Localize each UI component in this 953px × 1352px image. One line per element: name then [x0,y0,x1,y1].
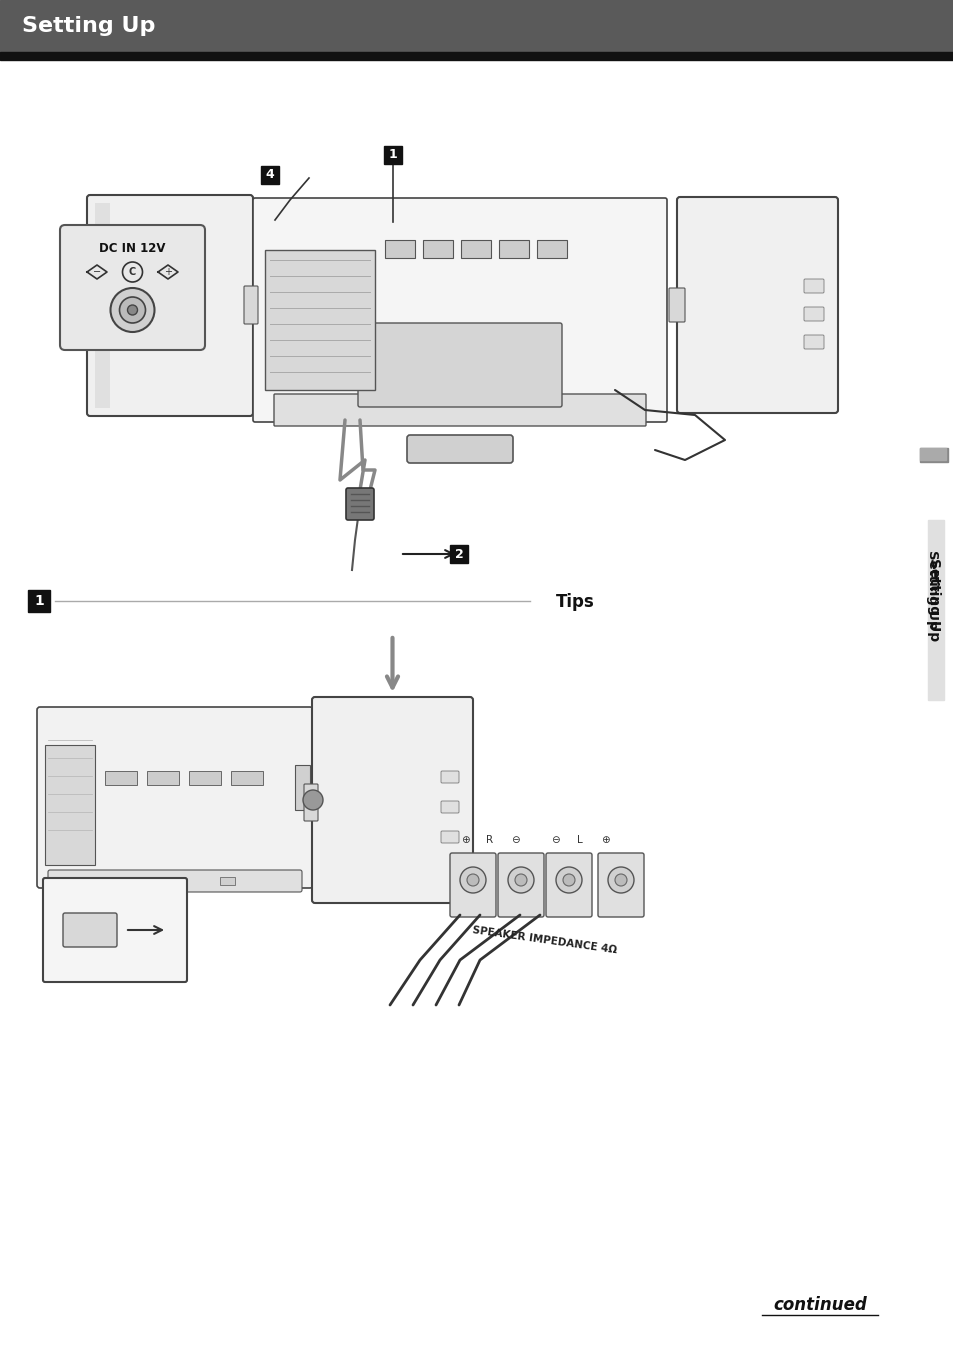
FancyBboxPatch shape [304,784,317,821]
Text: ⊖: ⊖ [550,836,558,845]
Bar [95,203,110,408]
Text: 1: 1 [34,594,44,608]
Bar [28,589,50,612]
Bar [0,0,953,51]
Bar [220,877,234,886]
FancyBboxPatch shape [60,224,205,350]
Bar [0,51,953,59]
Bar [105,771,137,786]
FancyBboxPatch shape [668,288,684,322]
FancyBboxPatch shape [63,913,117,946]
Bar [919,448,945,460]
Text: Setting Up: Setting Up [926,558,940,642]
Text: continued: continued [772,1297,866,1314]
Bar [265,250,375,389]
Text: SPEAKER IMPEDANCE 4Ω: SPEAKER IMPEDANCE 4Ω [472,925,618,955]
Bar [927,521,943,700]
Text: +: + [164,266,172,277]
FancyBboxPatch shape [407,435,513,462]
FancyBboxPatch shape [450,853,496,917]
Circle shape [459,867,485,894]
Text: 4: 4 [265,169,274,181]
Bar [261,166,278,184]
FancyBboxPatch shape [497,853,543,917]
Circle shape [562,873,575,886]
FancyBboxPatch shape [274,393,645,426]
FancyBboxPatch shape [244,287,257,324]
FancyBboxPatch shape [43,877,187,982]
Bar [147,771,179,786]
FancyBboxPatch shape [312,698,473,903]
Bar [450,545,468,562]
Circle shape [515,873,526,886]
Text: 1: 1 [388,149,397,161]
Text: C: C [129,266,136,277]
FancyBboxPatch shape [803,307,823,320]
Text: R: R [486,836,493,845]
Text: ⊖: ⊖ [510,836,518,845]
Text: Tips: Tips [555,594,594,611]
FancyBboxPatch shape [440,771,458,783]
FancyBboxPatch shape [48,869,302,892]
Text: DC IN 12V: DC IN 12V [99,242,166,254]
Bar [422,241,453,258]
Text: −: − [92,266,101,277]
FancyBboxPatch shape [598,853,643,917]
FancyBboxPatch shape [357,323,561,407]
Circle shape [128,306,137,315]
Text: Setting Up: Setting Up [22,16,155,37]
Bar [294,765,310,810]
Bar [498,241,529,258]
FancyBboxPatch shape [37,707,313,888]
Circle shape [303,790,323,810]
Bar [231,771,263,786]
Circle shape [111,288,154,333]
Circle shape [607,867,634,894]
FancyBboxPatch shape [253,197,666,422]
Bar [537,241,566,258]
FancyBboxPatch shape [440,800,458,813]
FancyBboxPatch shape [803,279,823,293]
Circle shape [467,873,478,886]
Bar [140,877,154,886]
Circle shape [122,262,142,283]
Bar [60,877,75,886]
FancyBboxPatch shape [346,488,374,521]
Bar [460,241,491,258]
Circle shape [615,873,626,886]
Circle shape [507,867,534,894]
Bar [385,241,415,258]
Bar [189,771,221,786]
FancyBboxPatch shape [677,197,837,412]
Text: L: L [577,836,582,845]
FancyBboxPatch shape [545,853,592,917]
Text: ⊕: ⊕ [600,836,609,845]
Circle shape [119,297,146,323]
Bar [45,745,95,865]
Bar [919,448,947,462]
FancyBboxPatch shape [440,831,458,844]
Text: ⊕: ⊕ [460,836,469,845]
Bar [384,146,401,164]
FancyBboxPatch shape [803,335,823,349]
Text: Setting Up: Setting Up [925,550,939,630]
Text: 2: 2 [455,548,463,561]
Circle shape [556,867,581,894]
FancyBboxPatch shape [87,195,253,416]
